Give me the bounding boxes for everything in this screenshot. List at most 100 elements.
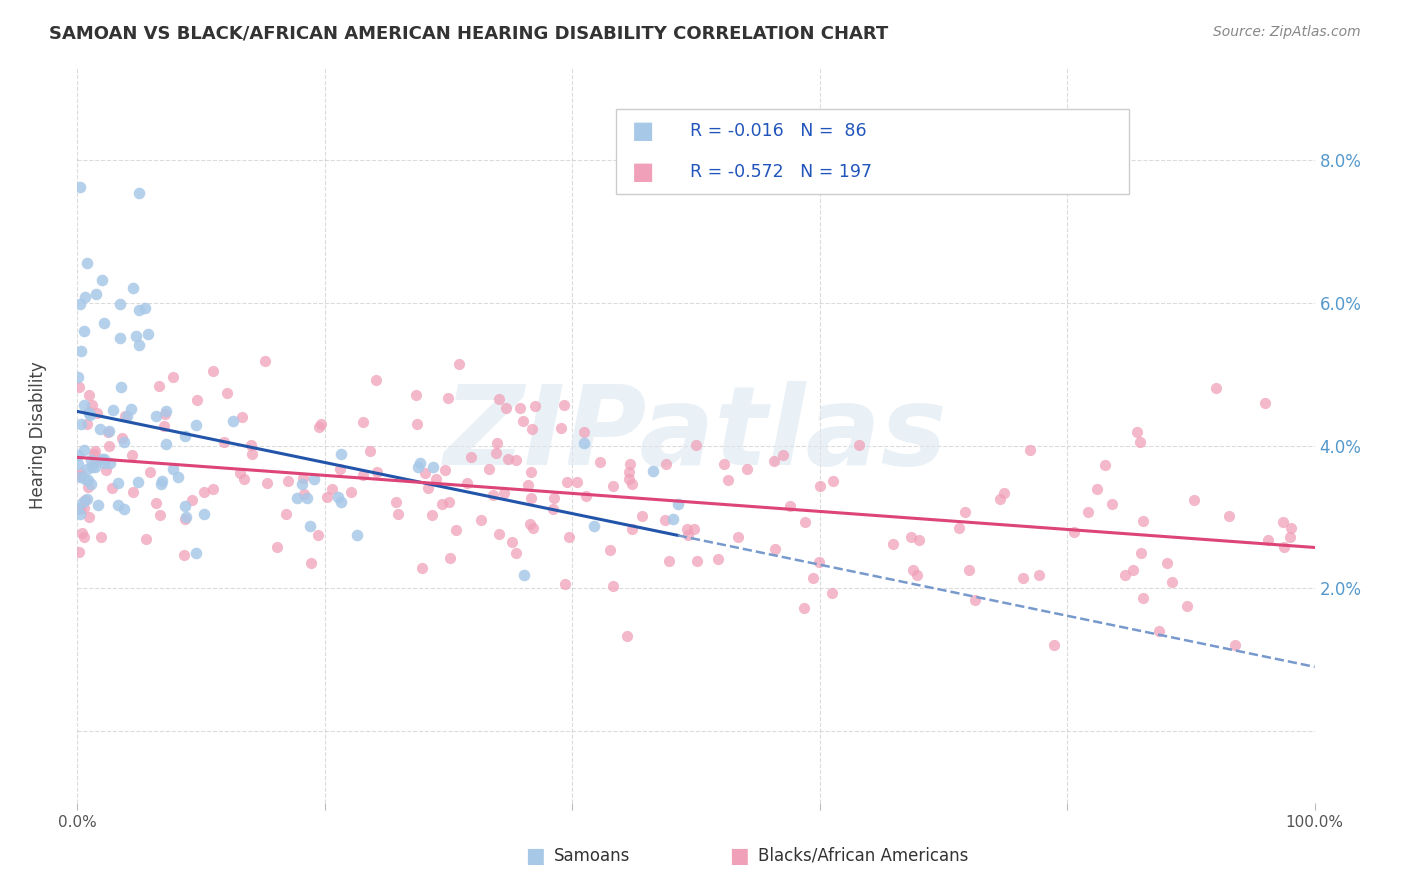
Point xyxy=(1160,574,1182,589)
Point xyxy=(432,497,454,511)
Point xyxy=(153,418,176,433)
Point xyxy=(572,425,595,439)
Point xyxy=(555,475,578,489)
Point xyxy=(501,535,523,549)
Point xyxy=(69,469,91,483)
FancyBboxPatch shape xyxy=(616,109,1129,194)
Point xyxy=(1018,442,1040,457)
Point xyxy=(69,508,91,522)
Point xyxy=(359,443,381,458)
Point xyxy=(482,488,505,502)
Text: Blacks/African Americans: Blacks/African Americans xyxy=(758,847,969,864)
Point xyxy=(292,470,315,484)
Point xyxy=(602,579,624,593)
Point xyxy=(1042,638,1064,652)
Point xyxy=(1077,505,1099,519)
Point xyxy=(366,466,388,480)
Point xyxy=(655,457,678,471)
Point xyxy=(512,414,534,428)
Point xyxy=(173,429,195,443)
Point xyxy=(460,450,482,464)
Text: R = -0.016   N =  86: R = -0.016 N = 86 xyxy=(690,122,866,140)
Point xyxy=(122,485,145,500)
Point xyxy=(145,496,167,510)
Point xyxy=(97,425,120,439)
Point xyxy=(239,438,262,452)
Point xyxy=(136,326,159,341)
Point xyxy=(1085,482,1108,496)
Point xyxy=(1132,514,1154,528)
Point xyxy=(550,420,572,434)
Point xyxy=(820,586,842,600)
Point xyxy=(717,474,740,488)
Point xyxy=(93,316,115,330)
Text: ■: ■ xyxy=(631,161,654,184)
Point xyxy=(572,436,595,450)
Point xyxy=(316,490,339,504)
Text: SAMOAN VS BLACK/AFRICAN AMERICAN HEARING DISABILITY CORRELATION CHART: SAMOAN VS BLACK/AFRICAN AMERICAN HEARING… xyxy=(49,25,889,43)
Point xyxy=(77,510,100,524)
Point xyxy=(456,476,478,491)
Text: R = -0.572   N = 197: R = -0.572 N = 197 xyxy=(690,163,872,181)
Point xyxy=(101,403,124,417)
Point xyxy=(266,541,288,555)
Point xyxy=(420,508,443,522)
Point xyxy=(72,398,94,412)
Point xyxy=(495,401,517,415)
Point xyxy=(1129,434,1152,449)
Point xyxy=(107,499,129,513)
Point xyxy=(76,492,98,507)
Point xyxy=(522,520,544,534)
Point xyxy=(492,486,515,500)
Point xyxy=(98,456,121,470)
Point xyxy=(174,499,197,513)
Point xyxy=(256,476,278,491)
Point xyxy=(346,528,368,542)
Point xyxy=(107,475,129,490)
Text: ZIPatlas: ZIPatlas xyxy=(444,382,948,488)
Point xyxy=(900,530,922,544)
Point xyxy=(808,479,831,493)
Point xyxy=(299,518,322,533)
Point xyxy=(201,483,224,497)
Point xyxy=(66,500,89,515)
Point xyxy=(418,481,440,495)
Point xyxy=(193,507,215,521)
Point xyxy=(779,499,801,513)
Point xyxy=(97,424,120,438)
Point xyxy=(69,502,91,516)
Point xyxy=(801,571,824,585)
Point xyxy=(72,494,94,508)
Point xyxy=(83,456,105,470)
Point xyxy=(215,386,238,401)
Point xyxy=(505,452,527,467)
Point xyxy=(553,398,575,412)
Point xyxy=(79,388,101,402)
Point xyxy=(520,465,543,479)
Point xyxy=(108,297,131,311)
Point xyxy=(128,338,150,352)
Point xyxy=(292,487,315,501)
Point xyxy=(686,554,709,568)
Point xyxy=(516,477,538,491)
Point xyxy=(307,528,329,542)
Point xyxy=(66,370,89,384)
Point xyxy=(1274,540,1296,554)
Point xyxy=(993,486,1015,500)
Point xyxy=(162,461,184,475)
Point xyxy=(763,454,786,468)
Point xyxy=(953,505,976,519)
Point xyxy=(299,557,322,571)
Point xyxy=(149,508,172,522)
Point xyxy=(988,492,1011,507)
Point xyxy=(73,443,96,458)
Point xyxy=(127,475,149,490)
Point xyxy=(212,434,235,449)
Point xyxy=(654,513,676,527)
Point xyxy=(73,501,96,516)
Point xyxy=(683,522,706,536)
Point xyxy=(84,287,107,301)
Point xyxy=(302,472,325,486)
Text: Source: ZipAtlas.com: Source: ZipAtlas.com xyxy=(1213,25,1361,39)
Point xyxy=(485,436,508,450)
